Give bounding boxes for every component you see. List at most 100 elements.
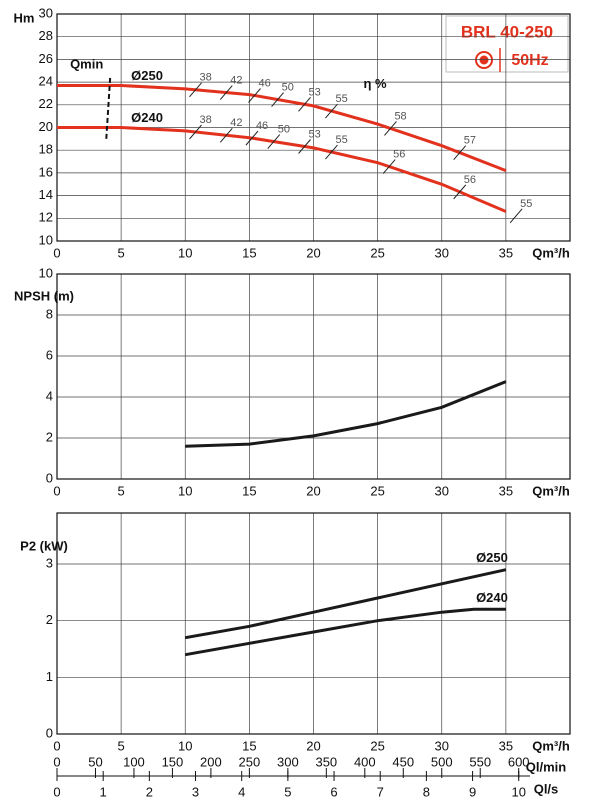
efficiency-label: 58 (394, 110, 406, 122)
y-tick-label: 3 (46, 555, 53, 570)
y-tick-label: 1 (46, 669, 53, 684)
chart-title: BRL 40-250 (461, 22, 553, 41)
efficiency-tick (453, 145, 467, 160)
efficiency-label: 38 (200, 72, 212, 84)
extra-tick-label: 0 (53, 784, 60, 799)
efficiency-tick (298, 97, 311, 112)
efficiency-label: 38 (200, 114, 212, 126)
x-tick-label: 0 (53, 738, 60, 753)
efficiency-label: 56 (393, 148, 405, 160)
extra-tick-label: 3 (192, 784, 199, 799)
x-tick-label: 25 (370, 483, 384, 498)
x-tick-label: 20 (306, 483, 320, 498)
qmin-label: Qmin (70, 57, 103, 72)
efficiency-tick (248, 88, 261, 103)
extra-tick-label: 4 (238, 784, 245, 799)
efficiency-label: 50 (282, 81, 294, 93)
y-axis-label: Hm (14, 10, 35, 25)
efficiency-tick (245, 130, 259, 146)
extra-tick-label: 7 (377, 784, 384, 799)
efficiency-label: 46 (259, 77, 271, 89)
series-line (57, 126, 507, 213)
motor-icon (475, 51, 493, 69)
y-tick-label: 0 (46, 470, 53, 485)
x-tick-label: 30 (435, 245, 449, 260)
x-tick-label: 15 (242, 245, 256, 260)
x-axis-label: Qm³/h (532, 483, 570, 498)
x-tick-label: 10 (178, 738, 192, 753)
y-tick-label: 22 (39, 96, 53, 111)
extra-tick-label: 0 (53, 754, 60, 769)
extra-tick-label: 150 (162, 754, 184, 769)
y-tick-label: 28 (39, 28, 53, 43)
y-tick-label: 2 (46, 612, 53, 627)
y-tick-label: 24 (39, 74, 53, 89)
motor-icon-core (479, 55, 489, 65)
title-box: BRL 40-250 50Hz (445, 15, 569, 73)
qmin-line (105, 75, 112, 139)
extra-tick-label: 550 (469, 754, 491, 769)
chart-subtitle: 50Hz (511, 52, 548, 69)
efficiency-tick (271, 92, 284, 107)
extra-tick-label: 450 (392, 754, 414, 769)
extra-tick-label: 350 (315, 754, 337, 769)
extra-tick-label: 1 (100, 784, 107, 799)
x-tick-label: 5 (118, 738, 125, 753)
plot-frame (56, 512, 571, 735)
y-axis-label: NPSH (m) (14, 288, 74, 303)
x-tick-label: 30 (435, 738, 449, 753)
x-tick-label: 20 (306, 738, 320, 753)
x-tick-label: 35 (499, 245, 513, 260)
extra-tick-label: 200 (200, 754, 222, 769)
efficiency-label: 42 (230, 74, 242, 86)
y-tick-label: 6 (46, 347, 53, 362)
x-tick-label: 30 (435, 483, 449, 498)
efficiency-axis-label: η % (363, 76, 387, 91)
extra-tick-label: 2 (146, 784, 153, 799)
extra-axis-label: Ql/min (526, 759, 567, 774)
efficiency-label: 53 (309, 86, 321, 98)
extra-axis-label: Ql/s (534, 781, 559, 796)
y-tick-label: 30 (39, 5, 53, 20)
x-tick-label: 5 (118, 245, 125, 260)
x-tick-label: 5 (118, 483, 125, 498)
efficiency-label: 55 (520, 198, 532, 210)
x-axis-label: Qm³/h (532, 738, 570, 753)
y-tick-label: 18 (39, 142, 53, 157)
efficiency-label: 46 (256, 120, 268, 132)
efficiency-label: 56 (464, 174, 476, 186)
x-tick-label: 35 (499, 483, 513, 498)
extra-tick-label: 100 (123, 754, 145, 769)
efficiency-label: 50 (278, 124, 290, 136)
x-tick-label: 0 (53, 483, 60, 498)
y-tick-label: 4 (46, 388, 53, 403)
y-tick-label: 2 (46, 429, 53, 444)
y-tick-label: 10 (39, 232, 53, 247)
efficiency-tick (384, 121, 397, 136)
x-tick-label: 25 (370, 245, 384, 260)
y-tick-label: 8 (46, 306, 53, 321)
extra-tick-label: 50 (88, 754, 102, 769)
efficiency-label: 57 (464, 135, 476, 147)
x-tick-label: 35 (499, 738, 513, 753)
efficiency-tick (325, 103, 338, 119)
x-tick-label: 10 (178, 245, 192, 260)
series-line (185, 568, 507, 640)
efficiency-tick (453, 184, 467, 200)
efficiency-label: 55 (335, 134, 347, 146)
x-tick-label: 25 (370, 738, 384, 753)
title-frame (445, 15, 569, 73)
series-label: Ø250 (476, 550, 508, 565)
y-tick-label: 16 (39, 164, 53, 179)
extra-tick-label: 8 (423, 784, 430, 799)
y-tick-label: 14 (39, 187, 53, 202)
y-tick-label: 10 (39, 265, 53, 280)
extra-tick-label: 6 (330, 784, 337, 799)
extra-tick-label: 5 (284, 784, 291, 799)
plot-frame (56, 273, 571, 480)
efficiency-tick (325, 144, 338, 160)
efficiency-label: 42 (230, 117, 242, 129)
x-tick-label: 0 (53, 245, 60, 260)
efficiency-tick (189, 124, 202, 140)
